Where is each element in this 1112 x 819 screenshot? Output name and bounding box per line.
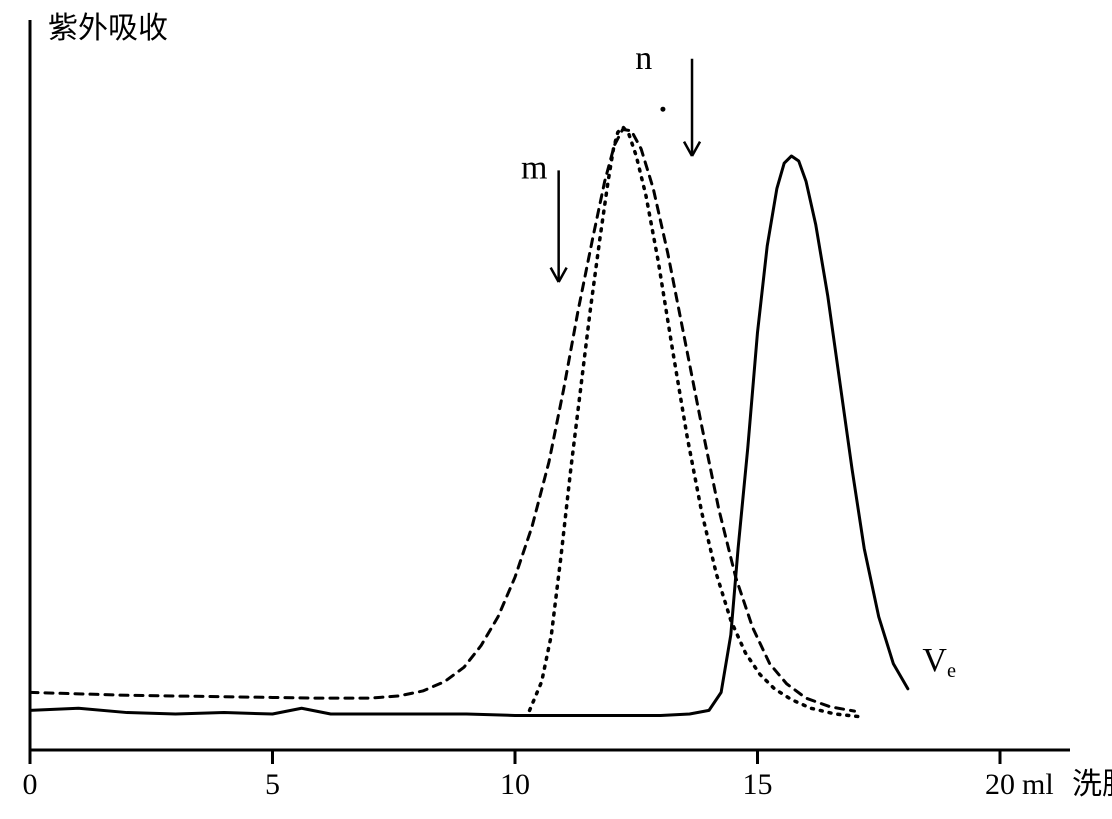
x-axis-title: 洗脱体积 bbox=[1072, 768, 1112, 801]
stray-dot bbox=[660, 107, 665, 112]
x-tick-label: 20 bbox=[985, 768, 1015, 801]
chart-svg: 05101520紫外吸收ml洗脱体积Vemn bbox=[0, 0, 1112, 819]
annotation-m-label: m bbox=[521, 149, 547, 186]
x-axis-unit: ml bbox=[1022, 768, 1054, 801]
x-tick-label: 0 bbox=[23, 768, 38, 801]
x-tick-label: 5 bbox=[265, 768, 280, 801]
x-tick-label: 15 bbox=[743, 768, 773, 801]
chromatogram-chart: 05101520紫外吸收ml洗脱体积Vemn bbox=[0, 0, 1112, 819]
x-tick-label: 10 bbox=[500, 768, 530, 801]
y-axis-title: 紫外吸收 bbox=[48, 12, 168, 45]
annotation-n-label: n bbox=[635, 40, 652, 77]
